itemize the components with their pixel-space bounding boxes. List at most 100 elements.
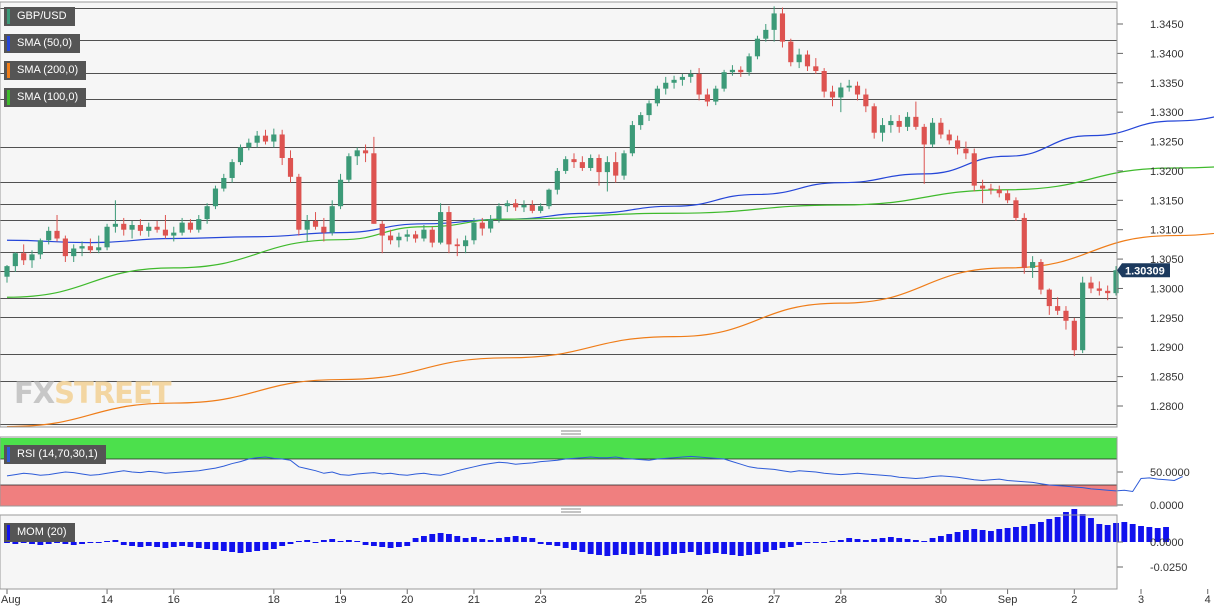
mom-bar: [145, 542, 152, 546]
candle: [79, 241, 85, 257]
legend-rsi[interactable]: RSI (14,70,30,1): [4, 445, 106, 464]
candle: [46, 226, 52, 245]
candle: [454, 238, 460, 257]
candle: [896, 115, 902, 133]
candle-body: [221, 177, 227, 189]
mom-bar: [637, 542, 644, 554]
mom-bar: [854, 539, 861, 542]
candle: [287, 150, 294, 183]
mom-bar: [137, 542, 144, 547]
mom-bar: [1154, 528, 1161, 542]
candle: [346, 153, 352, 183]
mom-bar: [546, 542, 552, 545]
candle-body: [429, 229, 435, 243]
candle-body: [296, 176, 302, 230]
rsi-tick-label: 50.0000: [1150, 467, 1190, 479]
legend-sma100-label: SMA (100,0): [17, 91, 79, 103]
mom-bar: [170, 542, 177, 547]
candle: [604, 156, 610, 192]
mom-bar: [1004, 528, 1011, 542]
legend-mom[interactable]: MOM (20): [4, 523, 75, 542]
y-tick-label: 1.3200: [1150, 166, 1184, 178]
candle: [846, 79, 852, 92]
candle-body: [938, 122, 944, 135]
candle: [613, 152, 619, 183]
candle: [563, 156, 569, 174]
candle-body: [779, 13, 786, 42]
mom-bar: [579, 542, 586, 552]
mom-bar: [1071, 509, 1078, 542]
candle: [904, 112, 911, 131]
candle: [438, 203, 444, 245]
candle-body: [963, 148, 969, 154]
candle: [1030, 256, 1036, 278]
mom-bar: [1021, 526, 1028, 542]
candle: [296, 173, 302, 236]
y-tick-label: 1.3250: [1150, 137, 1184, 149]
legend-symbol[interactable]: GBP/USD: [4, 7, 75, 26]
x-tick-label: 23: [535, 594, 547, 606]
mom-bar: [287, 542, 294, 544]
candle: [237, 144, 244, 166]
mom-bar: [729, 542, 736, 555]
candle-body: [663, 82, 669, 89]
y-tick-label: 1.3000: [1150, 283, 1184, 295]
legend-sma200-label: SMA (200,0): [17, 64, 79, 76]
candle-body: [137, 224, 143, 231]
candle-body: [129, 224, 135, 230]
mom-bar: [879, 538, 886, 542]
mom-bar: [621, 542, 627, 554]
mom-tick-label: 0.0000: [1150, 537, 1184, 549]
x-tick-label: 30: [935, 594, 947, 606]
mom-bar: [529, 538, 536, 542]
mom-bar: [437, 533, 444, 542]
candle: [254, 130, 260, 148]
candle-body: [187, 222, 194, 230]
candle-body: [254, 135, 260, 143]
candle-body: [921, 126, 927, 145]
x-tick-label: 18: [268, 594, 280, 606]
candle: [429, 226, 435, 248]
candle-body: [763, 29, 769, 39]
candle: [729, 65, 736, 76]
candle: [938, 118, 944, 139]
mom-bar: [446, 534, 452, 542]
candle: [1005, 189, 1011, 204]
mom-bar: [971, 529, 978, 542]
candle: [1046, 288, 1052, 315]
candle: [813, 58, 819, 74]
candle-body: [771, 13, 777, 30]
pane-resize-handle-2[interactable]: [561, 508, 581, 513]
candle-body: [829, 91, 836, 98]
candle: [371, 136, 377, 224]
candle: [721, 69, 727, 92]
pane-resize-handle-1[interactable]: [561, 430, 581, 435]
candle-body: [112, 223, 118, 227]
mom-bar: [829, 541, 836, 542]
x-tick-label: 20: [401, 594, 413, 606]
candle: [1055, 297, 1061, 315]
mom-bar: [721, 542, 728, 554]
legend-sma100[interactable]: SMA (100,0): [4, 88, 87, 107]
y-tick-label: 1.3100: [1150, 225, 1184, 237]
mom-bar: [220, 542, 227, 551]
legend-sma200[interactable]: SMA (200,0): [4, 61, 87, 80]
legend-swatch-icon: [7, 9, 10, 24]
candle: [921, 123, 927, 184]
candle: [229, 159, 235, 183]
candle-body: [371, 153, 377, 224]
mom-bar: [412, 538, 419, 542]
mom-bar: [204, 542, 211, 549]
sma-line-100: [6, 166, 1214, 298]
rsi-overbought-band: [0, 438, 1117, 459]
candle: [1113, 266, 1119, 296]
x-tick-label: 28: [835, 594, 847, 606]
mom-bar: [1138, 526, 1144, 542]
mom-bar: [679, 542, 686, 553]
mom-bar: [704, 542, 711, 554]
legend-sma50[interactable]: SMA (50,0): [4, 34, 81, 53]
mom-bar: [904, 539, 911, 542]
candle: [588, 154, 594, 171]
candle-body: [513, 203, 519, 208]
candle-body: [504, 203, 510, 207]
